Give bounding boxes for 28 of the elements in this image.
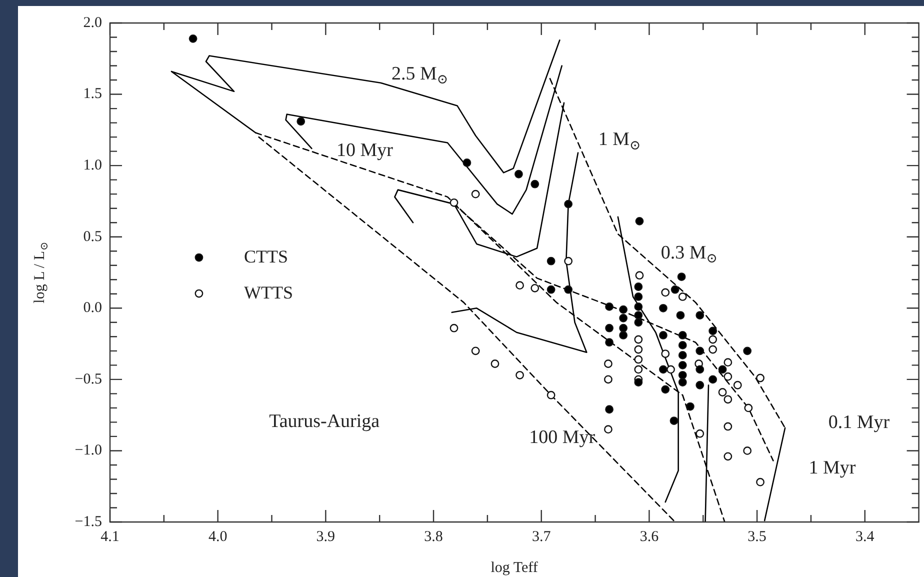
y-tick-label: 0.0 [83,300,102,316]
annotation: 0.1 Myr [828,412,890,434]
y-tick-label: 0.5 [83,228,102,245]
annotation: 2.5 M⊙ [392,63,448,87]
annotation: 1 Myr [808,458,856,479]
annotation: Taurus-Auriga [269,411,380,432]
y-tick-label: −0.5 [74,371,102,388]
y-tick-label: −1.0 [74,442,102,459]
x-tick-label: 3.4 [856,528,875,545]
annotation: 1 M⊙ [598,129,641,152]
x-tick-label: 3.6 [640,528,660,545]
y-axis-title: log L / L⊙ [32,242,50,304]
y-tick-label: 1.5 [83,86,102,102]
x-tick-label: 4.0 [208,528,228,545]
legend-label: WTTS [244,282,293,302]
x-tick-label: 3.7 [532,528,552,545]
y-tick-label: 1.0 [83,158,102,174]
legend-label: CTTS [244,246,288,266]
annotation: 0.3 M⊙ [660,242,718,266]
annotation: 10 Myr [336,140,394,162]
x-tick-label: 3.5 [748,528,766,545]
x-tick-label: 4.1 [100,528,120,545]
y-tick-label: −1.5 [74,514,102,530]
x-tick-label: 3.9 [316,528,336,545]
x-tick-label: 3.8 [424,528,443,545]
annotation: 100 Myr [529,427,596,448]
x-axis-title: log Teff [490,560,538,576]
y-tick-label: 2.0 [83,14,102,31]
